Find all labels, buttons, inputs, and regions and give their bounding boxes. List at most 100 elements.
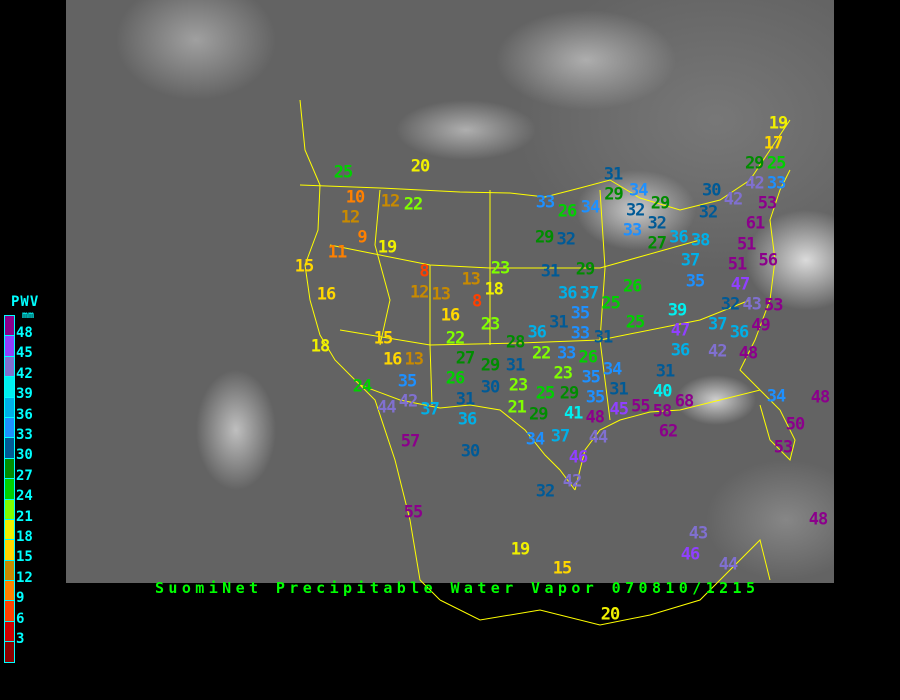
legend-swatch xyxy=(5,621,14,643)
station-pwv-value: 34 xyxy=(580,197,601,218)
station-pwv-value: 13 xyxy=(431,284,452,305)
legend-label: 12 xyxy=(16,569,33,586)
station-pwv-value: 17 xyxy=(763,133,784,154)
station-pwv-value: 15 xyxy=(294,256,315,277)
station-pwv-value: 30 xyxy=(460,441,481,462)
station-pwv-value: 13 xyxy=(461,269,481,290)
station-pwv-value: 31 xyxy=(603,164,624,185)
station-pwv-value: 18 xyxy=(484,279,504,300)
legend-unit: mm xyxy=(22,310,35,321)
station-pwv-value: 26 xyxy=(557,201,578,222)
station-pwv-value: 35 xyxy=(581,367,601,388)
station-pwv-value: 41 xyxy=(563,403,584,424)
station-pwv-value: 51 xyxy=(727,254,748,275)
legend-label: 24 xyxy=(16,488,33,505)
station-pwv-value: 35 xyxy=(397,371,418,392)
station-pwv-value: 42 xyxy=(708,341,728,362)
station-pwv-value: 43 xyxy=(742,294,762,315)
station-pwv-value: 29 xyxy=(480,355,501,376)
station-pwv-value: 31 xyxy=(505,355,526,376)
station-pwv-value: 12 xyxy=(409,282,430,303)
station-pwv-value: 36 xyxy=(558,283,578,304)
state-line xyxy=(374,189,391,346)
legend-swatch xyxy=(5,377,14,398)
station-pwv-value: 48 xyxy=(808,509,829,530)
station-pwv-value: 31 xyxy=(655,361,676,381)
legend-swatch xyxy=(5,417,14,439)
state-line xyxy=(429,265,433,406)
legend-swatch xyxy=(5,560,14,582)
station-pwv-value: 23 xyxy=(490,258,511,279)
us-canada-border xyxy=(299,119,791,211)
state-line xyxy=(599,189,611,421)
station-pwv-value: 62 xyxy=(658,421,679,442)
us-mexico-border xyxy=(359,384,576,491)
station-pwv-value: 24 xyxy=(352,376,373,397)
legend-label: 9 xyxy=(16,590,25,607)
legend-swatch xyxy=(5,479,14,500)
station-pwv-value: 36 xyxy=(670,340,691,361)
station-pwv-value: 16 xyxy=(440,305,461,326)
station-pwv-value: 31 xyxy=(593,327,614,348)
station-pwv-value: 10 xyxy=(345,187,366,208)
station-pwv-value: 42 xyxy=(562,471,583,492)
station-pwv-value: 55 xyxy=(631,396,651,417)
station-pwv-value: 53 xyxy=(757,193,778,214)
station-pwv-value: 56 xyxy=(758,250,779,271)
station-pwv-value: 37 xyxy=(550,426,571,447)
station-pwv-value: 35 xyxy=(685,271,706,291)
legend-label: 36 xyxy=(16,406,33,423)
station-pwv-value: 26 xyxy=(445,368,466,389)
station-pwv-value: 58 xyxy=(652,401,673,421)
station-pwv-value: 12 xyxy=(340,207,361,228)
station-pwv-value: 23 xyxy=(480,314,501,335)
station-pwv-value: 25 xyxy=(625,312,646,333)
station-pwv-value: 33 xyxy=(622,220,643,241)
station-pwv-value: 21 xyxy=(507,397,527,418)
station-pwv-value: 33 xyxy=(556,343,577,364)
station-pwv-value: 47 xyxy=(730,274,751,295)
mexico-coast xyxy=(439,539,771,626)
station-pwv-value: 44 xyxy=(377,397,397,418)
station-pwv-value: 38 xyxy=(690,230,711,251)
legend-label: 33 xyxy=(16,427,33,443)
station-pwv-value: 44 xyxy=(588,427,609,448)
station-pwv-value: 25 xyxy=(333,162,354,183)
legend-swatch xyxy=(5,397,14,418)
station-pwv-value: 32 xyxy=(535,481,556,502)
station-pwv-value: 42 xyxy=(398,391,419,412)
station-pwv-value: 13 xyxy=(404,349,425,370)
station-pwv-value: 35 xyxy=(585,387,606,408)
station-pwv-value: 27 xyxy=(455,348,476,369)
station-pwv-value: 50 xyxy=(785,414,806,435)
station-pwv-value: 32 xyxy=(625,200,646,221)
station-pwv-value: 33 xyxy=(570,323,591,344)
station-pwv-value: 31 xyxy=(549,312,569,333)
station-pwv-value: 29 xyxy=(534,227,555,248)
satellite-image xyxy=(66,0,834,583)
legend-label: 21 xyxy=(16,508,33,525)
station-pwv-value: 25 xyxy=(535,383,556,404)
station-pwv-value: 31 xyxy=(455,389,476,409)
station-pwv-value: 44 xyxy=(718,554,739,575)
station-pwv-value: 25 xyxy=(766,153,787,174)
station-pwv-value: 31 xyxy=(540,261,561,282)
gulf-coast xyxy=(574,389,796,491)
station-pwv-value: 46 xyxy=(680,544,701,565)
station-pwv-value: 40 xyxy=(653,381,673,401)
legend-swatch xyxy=(5,458,14,480)
east-coast xyxy=(739,169,791,391)
legend-swatch xyxy=(5,642,14,662)
station-pwv-value: 26 xyxy=(622,276,643,297)
station-pwv-value: 34 xyxy=(629,180,649,201)
legend-label: 27 xyxy=(16,467,33,484)
legend-swatch xyxy=(5,438,14,459)
legend-label: 45 xyxy=(16,345,33,362)
station-pwv-value: 19 xyxy=(768,113,789,134)
station-pwv-value: 20 xyxy=(410,156,431,177)
station-pwv-value: 35 xyxy=(570,303,591,324)
station-pwv-value: 68 xyxy=(674,391,695,412)
legend-label: 18 xyxy=(16,529,33,545)
station-pwv-value: 15 xyxy=(373,328,394,349)
station-pwv-value: 26 xyxy=(578,347,599,368)
